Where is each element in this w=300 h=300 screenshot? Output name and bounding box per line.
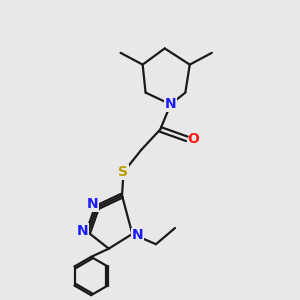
Text: N: N xyxy=(77,224,89,238)
Text: N: N xyxy=(87,197,98,211)
Text: N: N xyxy=(132,228,143,242)
Text: O: O xyxy=(187,132,199,146)
Text: N: N xyxy=(165,98,176,111)
Text: S: S xyxy=(118,165,128,179)
